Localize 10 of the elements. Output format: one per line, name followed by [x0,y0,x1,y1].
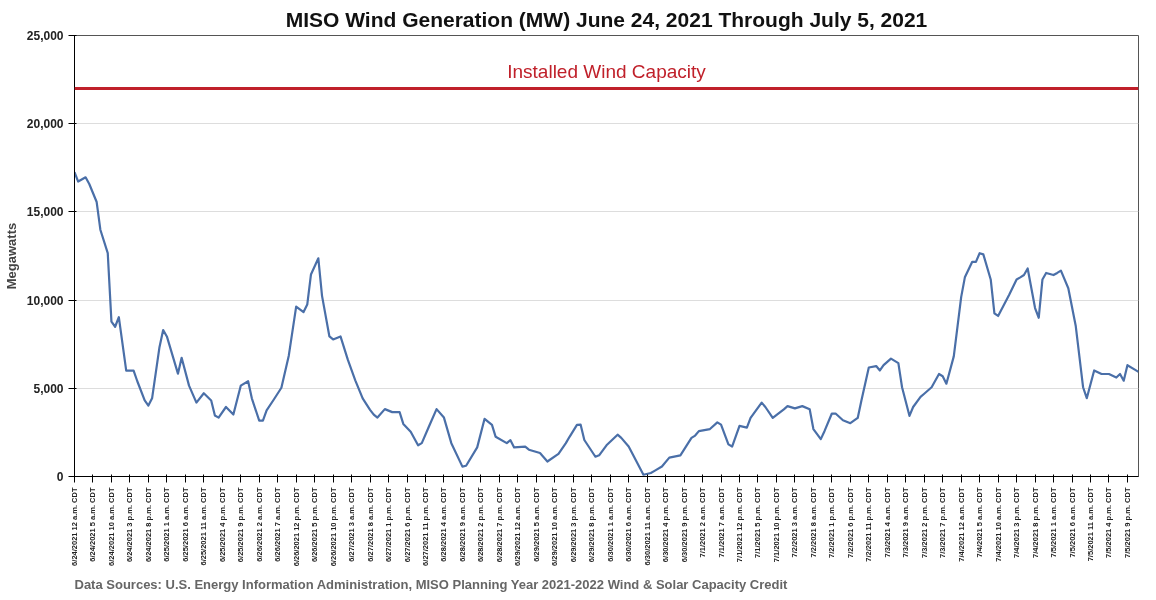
chart-title: MISO Wind Generation (MW) June 24, 2021 Through July 5, 2021 [285,7,928,31]
y-axis-title: Megawatts [3,222,19,290]
y-tick-label: 25,000 [26,29,64,43]
y-tick-label: 20,000 [26,117,64,132]
text: Data Sources: U.S. Energy Information Administration, MISO Planning Year 2021-2022 Wind & Solar Capacity Credit [74,576,789,592]
ref-line-label: Installed Wind Capacity [507,61,707,83]
y-tick-label: 10,000 [26,293,64,308]
y-tick-label: 0 [56,470,64,484]
y-tick-label: 5,000 [33,381,64,396]
y-tick-label: 15,000 [26,205,64,220]
